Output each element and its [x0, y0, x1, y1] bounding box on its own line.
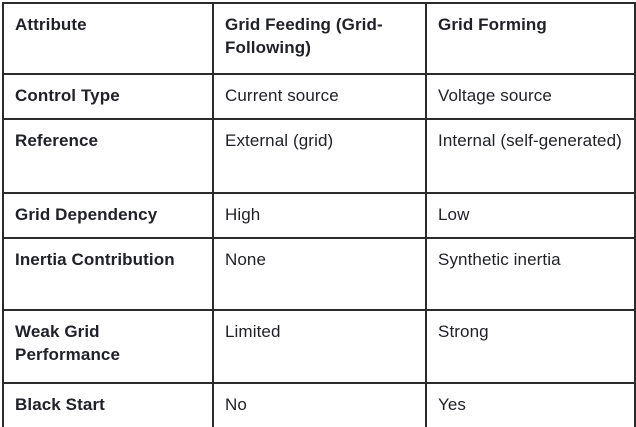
table-row-grid-dependency: Grid Dependency High Low	[2, 191, 636, 239]
header-attribute: Attribute	[2, 2, 214, 75]
value-cell: Low	[425, 191, 636, 239]
value-cell: No	[212, 381, 427, 427]
row-label: Reference	[2, 117, 214, 194]
value-cell: Current source	[212, 73, 427, 120]
row-label: Black Start	[2, 381, 214, 427]
row-label: Inertia Contribution	[2, 236, 214, 311]
table-row-inertia-contribution: Inertia Contribution None Synthetic iner…	[2, 236, 636, 311]
value-cell: Yes	[425, 381, 636, 427]
value-cell: Synthetic inertia	[425, 236, 636, 311]
row-label: Grid Dependency	[2, 191, 214, 239]
value-cell: Internal (self-generated)	[425, 117, 636, 194]
table-header-row: Attribute Grid Feeding (Grid-Following) …	[2, 2, 636, 75]
table-row-control-type: Control Type Current source Voltage sour…	[2, 73, 636, 120]
value-cell: Strong	[425, 308, 636, 384]
value-cell: External (grid)	[212, 117, 427, 194]
header-grid-forming: Grid Forming	[425, 2, 636, 75]
header-grid-feeding: Grid Feeding (Grid-Following)	[212, 2, 427, 75]
table-row-black-start: Black Start No Yes	[2, 381, 636, 427]
row-label: Weak Grid Performance	[2, 308, 214, 384]
value-cell: High	[212, 191, 427, 239]
value-cell: Limited	[212, 308, 427, 384]
table-row-reference: Reference External (grid) Internal (self…	[2, 117, 636, 194]
table-row-weak-grid-performance: Weak Grid Performance Limited Strong	[2, 308, 636, 384]
value-cell: Voltage source	[425, 73, 636, 120]
value-cell: None	[212, 236, 427, 311]
row-label: Control Type	[2, 73, 214, 120]
